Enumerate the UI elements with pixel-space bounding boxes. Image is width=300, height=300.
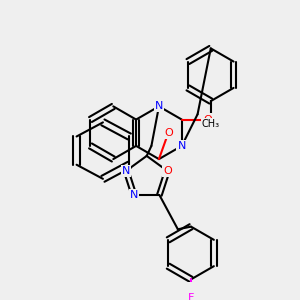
Text: N: N: [178, 141, 186, 151]
Text: N: N: [130, 190, 138, 200]
Text: F: F: [188, 293, 194, 300]
Text: O: O: [204, 115, 212, 124]
Text: O: O: [164, 128, 173, 138]
Text: N: N: [155, 101, 163, 111]
Text: CH₃: CH₃: [202, 119, 220, 129]
Text: O: O: [163, 166, 172, 176]
Text: N: N: [122, 166, 130, 176]
